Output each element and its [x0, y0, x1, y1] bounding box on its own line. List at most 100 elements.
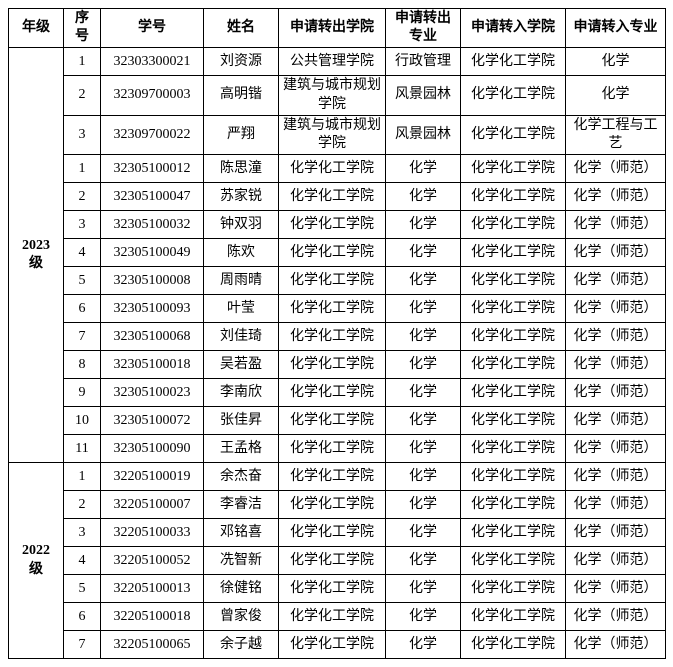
- out-major-cell: 风景园林: [385, 114, 461, 156]
- in-major-cell: 化学（师范）: [565, 462, 666, 492]
- table-row: 5 32305100008 周雨晴 化学化工学院 化学 化学化工学院 化学（师范）: [9, 266, 666, 296]
- no-cell: 6: [63, 294, 101, 324]
- out-major-cell: 化学: [385, 434, 461, 464]
- student-id-cell: 32305100049: [100, 238, 204, 268]
- table-row: 3 32205100033 邓铭喜 化学化工学院 化学 化学化工学院 化学（师范）: [9, 518, 666, 548]
- out-major-cell: 化学: [385, 462, 461, 492]
- table-row: 4 32205100052 冼智新 化学化工学院 化学 化学化工学院 化学（师范）: [9, 546, 666, 576]
- in-college-cell: 化学化工学院: [460, 518, 566, 548]
- in-college-cell: 化学化工学院: [460, 602, 566, 632]
- name-cell: 周雨晴: [203, 266, 279, 296]
- in-major-cell: 化学: [565, 47, 666, 77]
- student-id-cell: 32305100032: [100, 210, 204, 240]
- in-major-cell: 化学（师范）: [565, 266, 666, 296]
- in-major-cell: 化学（师范）: [565, 546, 666, 576]
- no-cell: 10: [63, 406, 101, 436]
- name-cell: 叶莹: [203, 294, 279, 324]
- no-cell: 9: [63, 378, 101, 408]
- student-id-cell: 32303300021: [100, 47, 204, 77]
- column-header-0: 年级: [8, 7, 64, 49]
- out-college-cell: 建筑与城市规划学院: [278, 114, 386, 156]
- out-major-cell: 化学: [385, 546, 461, 576]
- in-major-cell: 化学（师范）: [565, 518, 666, 548]
- in-college-cell: 化学化工学院: [460, 182, 566, 212]
- name-cell: 余杰奋: [203, 462, 279, 492]
- in-college-cell: 化学化工学院: [460, 266, 566, 296]
- out-college-cell: 化学化工学院: [278, 630, 386, 660]
- out-major-cell: 化学: [385, 350, 461, 380]
- in-college-cell: 化学化工学院: [460, 350, 566, 380]
- student-id-cell: 32205100013: [100, 574, 204, 604]
- in-college-cell: 化学化工学院: [460, 75, 566, 116]
- student-id-cell: 32205100065: [100, 630, 204, 660]
- out-college-cell: 化学化工学院: [278, 546, 386, 576]
- out-major-cell: 化学: [385, 406, 461, 436]
- column-header-7: 申请转入专业: [565, 7, 666, 49]
- student-id-cell: 32305100090: [100, 434, 204, 464]
- in-college-cell: 化学化工学院: [460, 378, 566, 408]
- column-header-4: 申请转出学院: [278, 7, 386, 49]
- name-cell: 吴若盈: [203, 350, 279, 380]
- no-cell: 5: [63, 266, 101, 296]
- in-major-cell: 化学工程与工艺: [565, 114, 666, 156]
- in-college-cell: 化学化工学院: [460, 574, 566, 604]
- transfer-table: 年级序 号学号 姓名 申请转出学院 申请转出 专业 申请转入学院 申请转入专业 2023 …: [8, 7, 666, 660]
- no-cell: 4: [63, 238, 101, 268]
- out-major-cell: 化学: [385, 266, 461, 296]
- no-cell: 1: [63, 47, 101, 77]
- out-major-cell: 行政管理: [385, 47, 461, 77]
- name-cell: 曾家俊: [203, 602, 279, 632]
- in-major-cell: 化学: [565, 75, 666, 116]
- in-major-cell: 化学（师范）: [565, 210, 666, 240]
- in-major-cell: 化学（师范）: [565, 154, 666, 184]
- name-cell: 刘资源: [203, 47, 279, 77]
- out-major-cell: 化学: [385, 210, 461, 240]
- out-college-cell: 化学化工学院: [278, 210, 386, 240]
- student-id-cell: 32305100023: [100, 378, 204, 408]
- out-college-cell: 化学化工学院: [278, 490, 386, 520]
- table-row: 11 32305100090 王孟格 化学化工学院 化学 化学化工学院 化学（师范）: [9, 434, 666, 464]
- name-cell: 苏家锐: [203, 182, 279, 212]
- student-id-cell: 32305100012: [100, 154, 204, 184]
- no-cell: 5: [63, 574, 101, 604]
- in-major-cell: 化学（师范）: [565, 378, 666, 408]
- table-row: 3 32309700022 严翔 建筑与城市规划学院 风景园林 化学化工学院 化学工程与工艺: [9, 114, 666, 156]
- table-row: 1 32305100012 陈思潼 化学化工学院 化学 化学化工学院 化学（师范）: [9, 154, 666, 184]
- student-id-cell: 32305100072: [100, 406, 204, 436]
- column-header-5: 申请转出 专业: [385, 7, 461, 49]
- no-cell: 1: [63, 462, 101, 492]
- out-major-cell: 化学: [385, 574, 461, 604]
- table-row: 7 32305100068 刘佳琦 化学化工学院 化学 化学化工学院 化学（师范）: [9, 322, 666, 352]
- out-college-cell: 化学化工学院: [278, 574, 386, 604]
- column-header-6: 申请转入学院: [460, 7, 566, 49]
- in-major-cell: 化学（师范）: [565, 182, 666, 212]
- in-major-cell: 化学（师范）: [565, 630, 666, 660]
- in-college-cell: 化学化工学院: [460, 546, 566, 576]
- no-cell: 7: [63, 630, 101, 660]
- no-cell: 3: [63, 114, 101, 156]
- in-college-cell: 化学化工学院: [460, 406, 566, 436]
- student-id-cell: 32205100033: [100, 518, 204, 548]
- no-cell: 2: [63, 182, 101, 212]
- table-row: 9 32305100023 李南欣 化学化工学院 化学 化学化工学院 化学（师范）: [9, 378, 666, 408]
- in-college-cell: 化学化工学院: [460, 630, 566, 660]
- no-cell: 7: [63, 322, 101, 352]
- name-cell: 李睿洁: [203, 490, 279, 520]
- student-id-cell: 32205100007: [100, 490, 204, 520]
- out-college-cell: 化学化工学院: [278, 378, 386, 408]
- no-cell: 11: [63, 434, 101, 464]
- name-cell: 高明锴: [203, 75, 279, 116]
- student-id-cell: 32205100052: [100, 546, 204, 576]
- out-college-cell: 化学化工学院: [278, 238, 386, 268]
- table-row: 2 32309700003 高明锴 建筑与城市规划学院 风景园林 化学化工学院 化学: [9, 75, 666, 116]
- out-major-cell: 化学: [385, 518, 461, 548]
- out-college-cell: 化学化工学院: [278, 602, 386, 632]
- student-id-cell: 32309700003: [100, 75, 204, 116]
- in-major-cell: 化学（师范）: [565, 574, 666, 604]
- in-major-cell: 化学（师范）: [565, 406, 666, 436]
- in-college-cell: 化学化工学院: [460, 462, 566, 492]
- no-cell: 2: [63, 75, 101, 116]
- name-cell: 徐健铭: [203, 574, 279, 604]
- out-college-cell: 化学化工学院: [278, 434, 386, 464]
